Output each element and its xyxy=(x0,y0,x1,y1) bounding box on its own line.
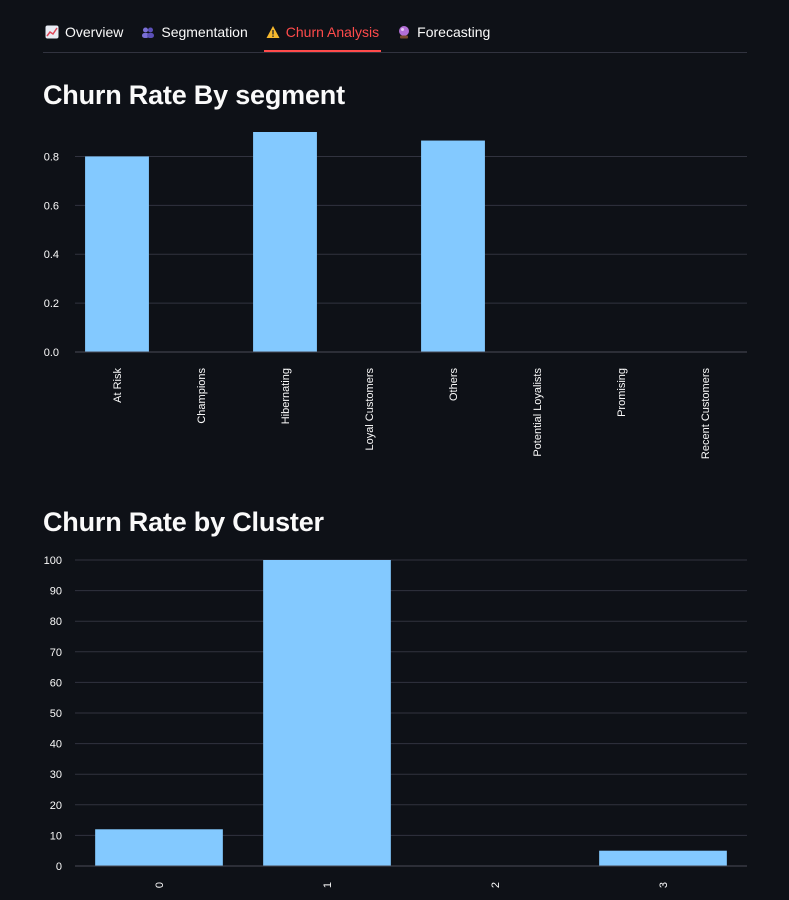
y-tick-label: 0.4 xyxy=(44,249,59,261)
tab-forecasting[interactable]: Forecasting xyxy=(395,14,492,50)
y-tick-label: 0.2 xyxy=(44,298,59,310)
tab-segmentation[interactable]: Segmentation xyxy=(139,14,249,50)
segment-churn-chart: 0.0 0.2 0.4 0.6 0.8 At Risk Champions Hibernati… xyxy=(44,132,747,460)
warning-icon xyxy=(266,26,280,38)
y-tick-label: 30 xyxy=(50,769,62,781)
y-tick-label: 0.0 xyxy=(44,347,59,359)
y-tick-label: 0.6 xyxy=(44,200,59,212)
tab-churn-analysis-label: Churn Analysis xyxy=(285,24,380,40)
x-tick-label: Hibernating xyxy=(280,368,292,424)
chart-increasing-icon xyxy=(45,25,59,39)
bar-at-risk[interactable] xyxy=(85,156,149,352)
tab-overview[interactable]: Overview xyxy=(43,14,125,50)
bar-0[interactable] xyxy=(95,829,223,866)
x-tick-label: 1 xyxy=(322,882,334,888)
y-tick-label: 60 xyxy=(50,677,62,689)
y-tick-label: 80 xyxy=(50,616,62,628)
x-tick-label: Others xyxy=(448,368,460,402)
y-tick-label: 70 xyxy=(50,647,62,659)
x-tick-label: Champions xyxy=(196,368,208,424)
tab-segmentation-label: Segmentation xyxy=(161,24,248,40)
segment-chart-title: Churn Rate By segment xyxy=(43,80,345,110)
y-tick-label: 40 xyxy=(50,739,62,751)
tab-churn-analysis[interactable]: Churn Analysis xyxy=(263,14,382,52)
x-tick-label: 2 xyxy=(490,882,502,888)
bar-hibernating[interactable] xyxy=(253,132,317,352)
y-tick-label: 0 xyxy=(56,861,62,873)
crystal-ball-icon xyxy=(399,26,410,39)
x-tick-label: Loyal Customers xyxy=(364,368,376,451)
y-tick-label: 100 xyxy=(44,555,62,567)
x-tick-label: 0 xyxy=(154,882,166,888)
cluster-churn-chart: 0 10 20 30 40 50 60 70 80 90 100 0 1 2 3 xyxy=(44,555,747,888)
x-tick-label: At Risk xyxy=(112,368,124,403)
x-tick-label: Potential Loyalists xyxy=(532,368,544,457)
y-tick-label: 0.8 xyxy=(44,151,59,163)
y-tick-label: 90 xyxy=(50,586,62,598)
tab-bar: Overview Segmentation Churn Analysis xyxy=(43,14,747,53)
y-tick-label: 50 xyxy=(50,708,62,720)
x-tick-label: 3 xyxy=(658,882,670,888)
tab-forecasting-label: Forecasting xyxy=(417,24,491,40)
x-tick-label: Recent Customers xyxy=(700,368,712,460)
x-tick-label: Promising xyxy=(616,368,628,417)
bar-others[interactable] xyxy=(421,140,485,352)
bar-1[interactable] xyxy=(263,560,391,866)
bar-3[interactable] xyxy=(599,850,727,866)
y-tick-label: 10 xyxy=(50,830,62,842)
tab-overview-label: Overview xyxy=(65,24,124,40)
y-tick-label: 20 xyxy=(50,800,62,812)
cluster-chart-title: Churn Rate by Cluster xyxy=(43,507,324,537)
busts-icon xyxy=(142,27,155,38)
